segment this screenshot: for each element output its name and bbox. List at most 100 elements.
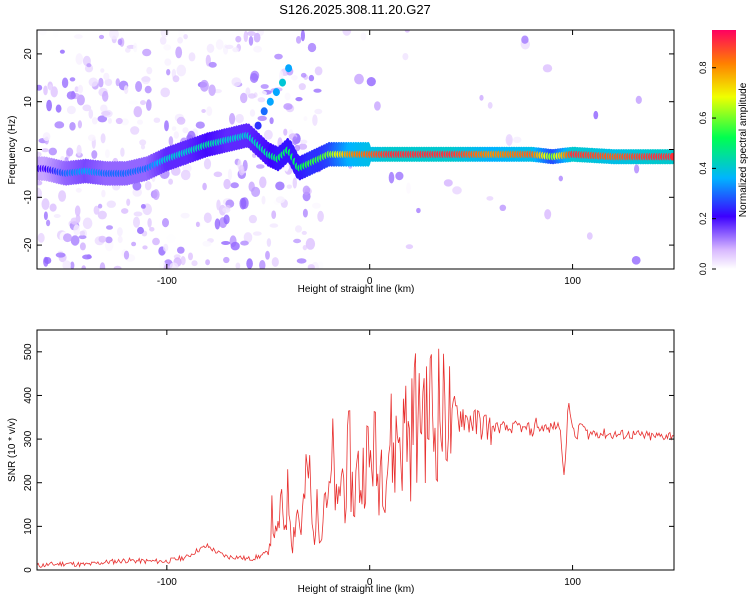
heatmap-speckle: [231, 77, 242, 87]
heatmap-speckle: [55, 104, 62, 113]
heatmap-speckle: [66, 105, 76, 115]
heatmap-speckle: [227, 168, 233, 181]
heatmap-speckle: [37, 151, 42, 158]
heatmap-speckle: [243, 30, 248, 43]
colorbar-gradient: [712, 30, 736, 269]
heatmap-speckle: [99, 262, 106, 269]
heatmap-speckle: [195, 221, 200, 227]
heatmap-speckle: [163, 44, 172, 51]
heatmap-speckle: [521, 35, 529, 44]
heatmap-speckle: [191, 260, 198, 267]
spectrogram-y-label: Frequency (Hz): [7, 116, 18, 185]
heatmap-speckle: [43, 85, 48, 96]
heatmap-speckle: [69, 77, 76, 82]
y-tick-label: 10: [23, 96, 34, 108]
heatmap-speckle: [253, 45, 262, 53]
heatmap-speckle: [177, 37, 184, 44]
heatmap-speckle: [505, 134, 513, 146]
heatmap-speckle: [133, 106, 143, 118]
heatmap-speckle: [269, 117, 274, 125]
heatmap-speckle: [300, 139, 308, 144]
heatmap-speckle: [69, 122, 76, 131]
heatmap-speckle: [202, 240, 212, 247]
heatmap-speckle: [255, 164, 265, 169]
snr-axes: -100 0 100 0 100 200 300 400 500: [23, 330, 674, 588]
heatmap-speckle: [125, 47, 131, 53]
heatmap-speckle: [238, 165, 245, 176]
heatmap-speckle: [41, 198, 50, 210]
heatmap-speckle: [146, 66, 153, 75]
heatmap-speckle: [274, 53, 283, 60]
heatmap-speckle: [269, 223, 279, 228]
heatmap-speckle: [133, 42, 138, 53]
heatmap-speckle: [166, 69, 171, 76]
heatmap-speckle: [265, 250, 270, 260]
heatmap-speckle: [215, 39, 224, 50]
heatmap-speckle: [312, 202, 321, 209]
heatmap-speckle: [117, 235, 123, 244]
heatmap-speckle: [235, 113, 244, 124]
heatmap-speckle: [76, 144, 82, 157]
heatmap-speckle: [266, 238, 272, 247]
heatmap-speckle: [98, 77, 104, 88]
heatmap-speckle: [188, 52, 196, 62]
heatmap-speckle: [111, 122, 117, 134]
heatmap-speckle: [146, 99, 152, 111]
heatmap-speckle: [221, 241, 231, 245]
heatmap-speckle: [542, 64, 553, 73]
heatmap-speckle: [49, 203, 57, 212]
heatmap-speckle: [164, 120, 169, 132]
heatmap-speckle: [479, 94, 484, 101]
heatmap-speckle: [77, 120, 82, 129]
heatmap-speckle: [230, 241, 240, 251]
y-tick-label: 0: [23, 146, 34, 152]
heatmap-speckle: [147, 218, 152, 228]
snr-panel: -100 0 100 0 100 200 300 400 500 Height of strai…: [7, 329, 675, 595]
heatmap-speckle: [206, 43, 215, 54]
heatmap-speckle: [62, 260, 71, 269]
heatmap-speckle: [152, 189, 160, 201]
heatmap-speckle: [109, 30, 119, 40]
heatmap-speckle: [139, 139, 147, 146]
heatmap-speckle: [366, 77, 376, 87]
heatmap-speckle: [300, 30, 305, 42]
heatmap-speckle: [133, 211, 143, 217]
heatmap-speckle: [404, 30, 410, 33]
heatmap-speckle: [117, 227, 123, 237]
heatmap-branch-cell: [254, 121, 262, 130]
heatmap-speckle: [166, 233, 176, 244]
heatmap-speckle: [105, 149, 110, 159]
x-tick-label: 0: [367, 276, 373, 287]
spectrogram-heatmap: [37, 30, 674, 269]
heatmap-speckle: [130, 126, 140, 135]
heatmap-speckle: [416, 207, 421, 214]
heatmap-speckle: [70, 217, 79, 225]
snr-frame: [36, 329, 675, 571]
heatmap-speckle: [239, 197, 247, 210]
heatmap-speckle: [135, 81, 143, 92]
heatmap-speckle: [284, 92, 291, 101]
heatmap-speckle: [100, 68, 105, 73]
heatmap-speckle: [275, 196, 285, 204]
heatmap-speckle: [173, 131, 179, 139]
x-tick-label: 100: [564, 276, 581, 287]
x-tick-label: -100: [157, 577, 177, 588]
colorbar-tick-label: 0.6: [698, 112, 708, 125]
heatmap-speckle: [74, 86, 79, 93]
heatmap-speckle: [113, 265, 122, 269]
heatmap-speckle: [160, 30, 169, 38]
heatmap-speckle: [213, 171, 223, 178]
heatmap-speckle: [163, 243, 169, 252]
heatmap-speckle: [264, 129, 273, 140]
heatmap-speckle: [292, 177, 297, 189]
heatmap-speckle: [100, 133, 106, 144]
heatmap-speckle: [75, 187, 82, 193]
heatmap-speckle: [230, 182, 239, 189]
heatmap-speckle: [42, 132, 51, 142]
heatmap-speckle: [44, 257, 52, 264]
heatmap-speckle: [188, 252, 193, 261]
heatmap-speckle: [180, 256, 186, 266]
heatmap-speckle: [283, 103, 293, 110]
heatmap-speckle: [176, 116, 186, 125]
heatmap-speckle: [55, 252, 66, 258]
